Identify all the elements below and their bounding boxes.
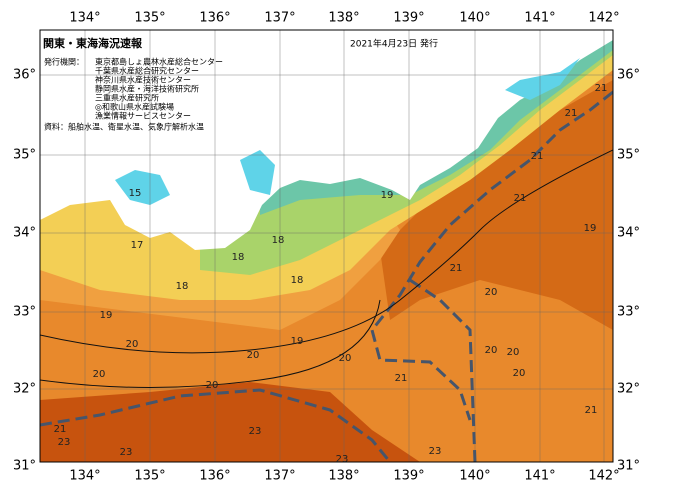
- latitude-label: 31°: [617, 459, 640, 474]
- isotherm-label: 23: [336, 454, 349, 465]
- longitude-label: 135°: [134, 11, 165, 26]
- longitude-label: 140°: [459, 469, 490, 484]
- longitude-label: 138°: [328, 469, 359, 484]
- isotherm-label: 23: [120, 447, 133, 458]
- map-frame: [39, 29, 614, 463]
- latitude-label: 32°: [13, 382, 36, 397]
- issuer-line: 静岡県水産・海洋技術研究所: [95, 84, 199, 94]
- isotherm: [40, 149, 613, 388]
- isotherm-label: 23: [58, 437, 71, 448]
- isotherm-label: 18: [291, 275, 304, 286]
- isotherm-label: 18: [232, 252, 245, 263]
- longitude-label: 139°: [393, 11, 424, 26]
- issuer-line: 三重県水産研究所: [95, 93, 159, 103]
- latitude-label: 35°: [617, 148, 640, 163]
- isotherm-label: 19: [381, 190, 394, 201]
- title: 関東・東海海況速報: [43, 36, 143, 50]
- isotherm-label: 23: [429, 446, 442, 457]
- latitude-label: 33°: [617, 305, 640, 320]
- longitude-label: 142°: [588, 11, 619, 26]
- isotherm-label: 20: [93, 369, 106, 380]
- latitude-label: 34°: [13, 226, 36, 241]
- isotherm-label: 20: [206, 380, 219, 391]
- isotherm-label: 21: [450, 263, 463, 274]
- longitude-label: 141°: [524, 469, 555, 484]
- longitude-label: 136°: [199, 11, 230, 26]
- isotherm-label: 20: [247, 350, 260, 361]
- isotherm-label: 23: [249, 426, 262, 437]
- longitude-label: 142°: [588, 469, 619, 484]
- issuer-label: 発行機関：: [44, 57, 84, 67]
- longitude-label: 138°: [328, 11, 359, 26]
- map-area: [40, 30, 613, 462]
- latitude-label: 36°: [13, 68, 36, 83]
- issuer-line: 漁業情報サービスセンター: [95, 111, 191, 121]
- isotherm-label: 21: [531, 151, 544, 162]
- longitude-label: 134°: [69, 469, 100, 484]
- issuer-line: ◎和歌山県水産試験場: [95, 102, 174, 112]
- current-axis: [40, 90, 613, 462]
- isotherm-label: 19: [584, 223, 597, 234]
- isotherm-label: 20: [513, 368, 526, 379]
- latitude-label: 35°: [13, 148, 36, 163]
- longitude-label: 137°: [264, 11, 295, 26]
- issue-date: 2021年4月23日 発行: [350, 38, 438, 50]
- longitude-label: 141°: [524, 11, 555, 26]
- issuer-line: 神奈川県水産技術センター: [95, 75, 191, 85]
- isotherm-label: 20: [485, 345, 498, 356]
- longitude-label: 137°: [264, 469, 295, 484]
- graticule: [40, 30, 613, 462]
- isotherm-label: 17: [131, 240, 144, 251]
- latitude-label: 32°: [617, 382, 640, 397]
- issuer-line: 千葉県水産総合研究センター: [95, 66, 199, 76]
- longitude-label: 136°: [199, 469, 230, 484]
- isotherm-label: 21: [54, 424, 67, 435]
- isotherm-label: 21: [565, 108, 578, 119]
- latitude-label: 36°: [617, 68, 640, 83]
- isotherm-label: 19: [291, 336, 304, 347]
- isotherm-label: 21: [514, 193, 527, 204]
- isotherm-label: 19: [100, 310, 113, 321]
- issuer-line: 東京都島しょ農林水産総合センター: [95, 57, 223, 67]
- longitude-label: 139°: [393, 469, 424, 484]
- longitude-label: 134°: [69, 11, 100, 26]
- isotherm-label: 20: [485, 287, 498, 298]
- isotherm-label: 21: [395, 373, 408, 384]
- latitude-label: 31°: [13, 459, 36, 474]
- isotherm-label: 20: [507, 347, 520, 358]
- latitude-label: 33°: [13, 305, 36, 320]
- isotherm-label: 15: [129, 188, 142, 199]
- isotherm-label: 20: [339, 353, 352, 364]
- isotherm-label: 21: [595, 83, 608, 94]
- isotherm-label: 18: [176, 281, 189, 292]
- longitude-label: 135°: [134, 469, 165, 484]
- isotherm-label: 18: [272, 235, 285, 246]
- latitude-label: 34°: [617, 226, 640, 241]
- isotherm-label: 20: [126, 339, 139, 350]
- longitude-label: 140°: [459, 11, 490, 26]
- source: 資料：船舶水温、衛星水温、気象庁解析水温: [44, 122, 204, 132]
- isotherm-label: 21: [585, 405, 598, 416]
